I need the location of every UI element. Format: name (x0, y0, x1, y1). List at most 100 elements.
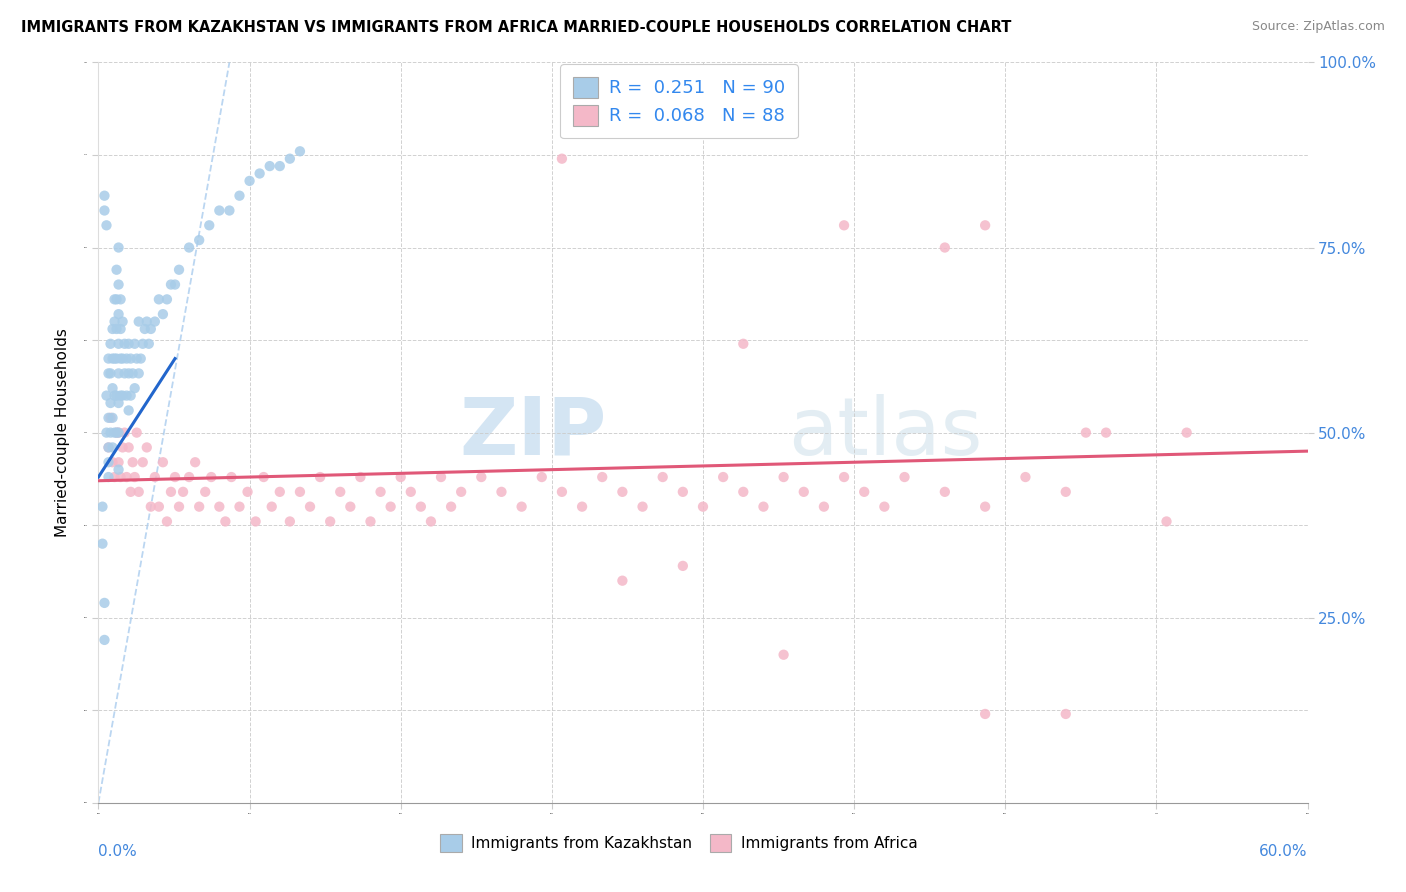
Point (198, 219, 221, 233)
Point (101, 322, 124, 336)
Point (115, 470, 138, 484)
Point (124, 336, 146, 351)
Point (110, 322, 132, 336)
Point (160, 484, 183, 499)
Point (1014, 470, 1036, 484)
Point (249, 166, 271, 180)
Point (278, 515, 301, 529)
Point (101, 351, 124, 366)
Point (1095, 425, 1118, 440)
Point (221, 470, 243, 484)
Point (339, 500, 361, 514)
Point (772, 648, 794, 662)
Point (121, 455, 143, 469)
Point (299, 500, 322, 514)
Point (1074, 425, 1097, 440)
Point (148, 500, 170, 514)
Point (470, 470, 492, 484)
Point (184, 455, 207, 469)
Point (120, 351, 142, 366)
Point (111, 351, 134, 366)
Point (107, 277, 129, 292)
Point (152, 455, 174, 469)
Point (107, 307, 129, 321)
Point (105, 351, 128, 366)
Point (319, 515, 342, 529)
Point (120, 484, 142, 499)
Point (389, 470, 412, 484)
Point (420, 515, 443, 529)
Point (107, 425, 129, 440)
Point (236, 484, 259, 499)
Point (370, 484, 392, 499)
Text: 0.0%: 0.0% (98, 844, 138, 858)
Point (245, 515, 267, 529)
Point (179, 240, 201, 255)
Point (111, 441, 134, 455)
Point (208, 500, 231, 514)
Point (269, 159, 291, 173)
Point (101, 381, 124, 395)
Point (128, 314, 150, 328)
Point (107, 396, 129, 410)
Point (138, 336, 160, 351)
Point (107, 240, 129, 255)
Point (218, 203, 240, 218)
Point (93, 596, 115, 610)
Text: IMMIGRANTS FROM KAZAKHSTAN VS IMMIGRANTS FROM AFRICA MARRIED-COUPLE HOUSEHOLDS C: IMMIGRANTS FROM KAZAKHSTAN VS IMMIGRANTS… (21, 20, 1011, 35)
Point (179, 470, 201, 484)
Point (107, 336, 129, 351)
Point (107, 455, 129, 469)
Point (163, 470, 186, 484)
Point (91, 536, 114, 550)
Point (97, 441, 120, 455)
Point (96, 425, 118, 440)
Point (974, 706, 997, 721)
Point (591, 470, 613, 484)
Point (100, 336, 122, 351)
Point (551, 152, 574, 166)
Point (793, 484, 815, 499)
Point (239, 174, 262, 188)
Point (135, 441, 157, 455)
Text: ZIP: ZIP (458, 393, 606, 472)
Point (101, 441, 124, 455)
Point (510, 500, 533, 514)
Point (214, 515, 236, 529)
Point (143, 470, 166, 484)
Point (107, 367, 129, 381)
Point (148, 293, 170, 307)
Text: Source: ZipAtlas.com: Source: ZipAtlas.com (1251, 20, 1385, 33)
Point (934, 484, 956, 499)
Point (269, 484, 291, 499)
Point (120, 388, 142, 402)
Point (440, 500, 463, 514)
Text: 60.0%: 60.0% (1260, 844, 1308, 858)
Point (103, 293, 125, 307)
Point (103, 470, 125, 484)
Point (124, 381, 146, 395)
Point (612, 484, 634, 499)
Point (91, 500, 114, 514)
Point (893, 470, 915, 484)
Point (172, 484, 194, 499)
Point (97, 410, 120, 425)
Point (288, 145, 311, 159)
Point (105, 388, 128, 402)
Point (135, 314, 157, 328)
Point (329, 484, 352, 499)
Point (100, 425, 122, 440)
Point (260, 500, 283, 514)
Point (103, 425, 125, 440)
Point (156, 293, 179, 307)
Point (105, 293, 128, 307)
Point (873, 500, 896, 514)
Point (101, 410, 124, 425)
Point (110, 293, 132, 307)
Point (111, 314, 134, 328)
Point (288, 484, 311, 499)
Point (772, 470, 794, 484)
Point (612, 574, 634, 588)
Point (93, 188, 115, 202)
Point (132, 455, 155, 469)
